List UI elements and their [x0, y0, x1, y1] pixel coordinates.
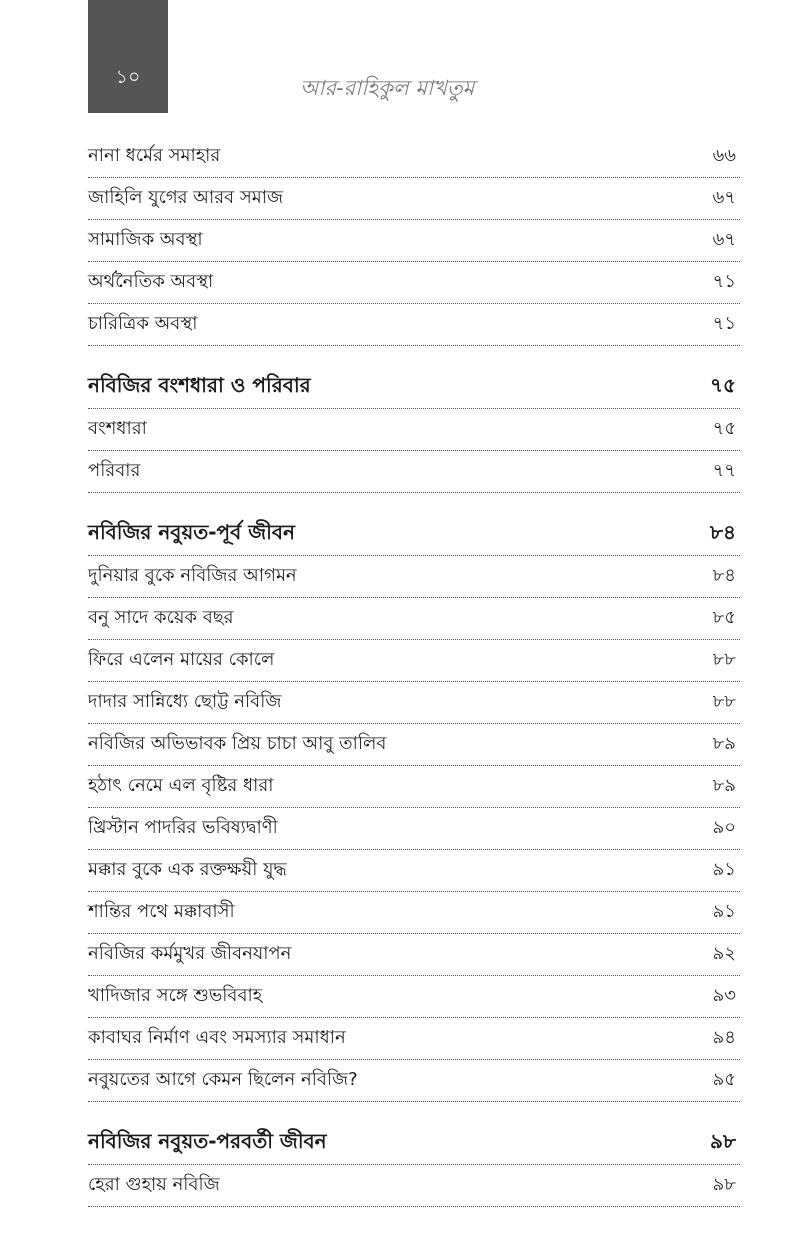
toc-page-number: ৯৫	[712, 1069, 736, 1090]
toc-page-number: ৬৭	[712, 187, 736, 208]
toc-title: হঠাৎ নেমে এল বৃষ্টির ধারা	[88, 775, 274, 796]
toc-entry: কাবাঘর নির্মাণ এবং সমস্যার সমাধান ৯৪	[88, 1018, 740, 1060]
toc-page-number: ৬৬	[712, 145, 736, 166]
toc-title: সামাজিক অবস্থা	[88, 229, 203, 250]
toc-entry: নবিজির অভিভাবক প্রিয় চাচা আবু তালিব ৮৯	[88, 724, 740, 766]
toc-title: নবিজির নবুয়ত-পরবর্তী জীবন	[88, 1129, 327, 1153]
toc-page-number: ৭৫	[710, 373, 736, 397]
toc-title: নবিজির বংশধারা ও পরিবার	[88, 373, 311, 397]
toc-entry: খ্রিস্টান পাদরির ভবিষ্যদ্বাণী ৯০	[88, 808, 740, 850]
toc-page-number: ৮৪	[712, 565, 736, 586]
toc-page-number: ৯৮	[710, 1129, 736, 1153]
toc-page-number: ৮৪	[710, 520, 736, 544]
toc-title: জাহিলি যুগের আরব সমাজ	[88, 187, 284, 208]
toc-page-number: ৭৭	[712, 460, 736, 481]
toc-page-number: ৯১	[712, 901, 736, 922]
toc-page-number: ৭১	[712, 313, 736, 334]
table-of-contents: নানা ধর্মের সমাহার ৬৬ জাহিলি যুগের আরব সমা…	[88, 136, 740, 1207]
toc-title: হেরা গুহায় নবিজি	[88, 1174, 220, 1195]
toc-title: নবিজির কর্মমুখর জীবনযাপন	[88, 943, 292, 964]
toc-entry: হেরা গুহায় নবিজি ৯৮	[88, 1165, 740, 1207]
toc-entry: পরিবার ৭৭	[88, 451, 740, 493]
toc-title: নবিজির অভিভাবক প্রিয় চাচা আবু তালিব	[88, 733, 387, 754]
toc-entry: নবুয়তের আগে কেমন ছিলেন নবিজি? ৯৫	[88, 1060, 740, 1102]
toc-section-heading: নবিজির নবুয়ত-পূর্ব জীবন ৮৪	[88, 514, 740, 556]
running-title: আর-রাহিকুল মাখতুম	[300, 76, 475, 100]
toc-title: অর্থনৈতিক অবস্থা	[88, 271, 214, 292]
toc-entry: সামাজিক অবস্থা ৬৭	[88, 220, 740, 262]
toc-title: কাবাঘর নির্মাণ এবং সমস্যার সমাধান	[88, 1027, 346, 1048]
toc-entry: দুনিয়ার বুকে নবিজির আগমন ৮৪	[88, 556, 740, 598]
toc-entry: হঠাৎ নেমে এল বৃষ্টির ধারা ৮৯	[88, 766, 740, 808]
toc-entry: বনু সাদে কয়েক বছর ৮৫	[88, 598, 740, 640]
toc-entry: ফিরে এলেন মায়ের কোলে ৮৮	[88, 640, 740, 682]
toc-entry: বংশধারা ৭৫	[88, 409, 740, 451]
toc-page-number: ৭৫	[712, 418, 736, 439]
toc-title: খাদিজার সঙ্গে শুভবিবাহ	[88, 985, 263, 1006]
toc-entry: অর্থনৈতিক অবস্থা ৭১	[88, 262, 740, 304]
toc-page-number: ৯৪	[712, 1027, 736, 1048]
toc-entry: নবিজির কর্মমুখর জীবনযাপন ৯২	[88, 934, 740, 976]
toc-entry: নানা ধর্মের সমাহার ৬৬	[88, 136, 740, 178]
toc-title: নানা ধর্মের সমাহার	[88, 145, 221, 166]
toc-title: বংশধারা	[88, 418, 147, 439]
toc-page-number: ৬৭	[712, 229, 736, 250]
toc-title: শান্তির পথে মক্কাবাসী	[88, 901, 235, 922]
toc-entry: দাদার সান্নিধ্যে ছোট্ট নবিজি ৮৮	[88, 682, 740, 724]
toc-page-number: ৮৯	[712, 775, 736, 796]
toc-section-heading: নবিজির নবুয়ত-পরবর্তী জীবন ৯৮	[88, 1123, 740, 1165]
toc-page-number: ৮৮	[712, 691, 736, 712]
toc-title: নবিজির নবুয়ত-পূর্ব জীবন	[88, 520, 295, 544]
toc-page-number: ৯৩	[712, 985, 736, 1006]
toc-title: পরিবার	[88, 460, 141, 481]
toc-page-number: ৯০	[712, 817, 736, 838]
toc-entry: মক্কার বুকে এক রক্তক্ষয়ী যুদ্ধ ৯১	[88, 850, 740, 892]
toc-title: দুনিয়ার বুকে নবিজির আগমন	[88, 565, 297, 586]
toc-page-number: ৭১	[712, 271, 736, 292]
toc-page-number: ৮৫	[712, 607, 736, 628]
toc-title: মক্কার বুকে এক রক্তক্ষয়ী যুদ্ধ	[88, 859, 287, 880]
toc-page-number: ৮৮	[712, 649, 736, 670]
toc-section-heading: নবিজির বংশধারা ও পরিবার ৭৫	[88, 367, 740, 409]
toc-entry: খাদিজার সঙ্গে শুভবিবাহ ৯৩	[88, 976, 740, 1018]
toc-title: বনু সাদে কয়েক বছর	[88, 607, 234, 628]
toc-title: ফিরে এলেন মায়ের কোলে	[88, 649, 275, 670]
toc-page-number: ৯১	[712, 859, 736, 880]
toc-title: নবুয়তের আগে কেমন ছিলেন নবিজি?	[88, 1069, 358, 1090]
page-number-box: ১০	[88, 0, 168, 113]
toc-title: দাদার সান্নিধ্যে ছোট্ট নবিজি	[88, 691, 282, 712]
toc-page-number: ৯৮	[712, 1174, 736, 1195]
toc-page-number: ৯২	[712, 943, 736, 964]
toc-entry: চারিত্রিক অবস্থা ৭১	[88, 304, 740, 346]
toc-title: চারিত্রিক অবস্থা	[88, 313, 198, 334]
toc-entry: জাহিলি যুগের আরব সমাজ ৬৭	[88, 178, 740, 220]
toc-title: খ্রিস্টান পাদরির ভবিষ্যদ্বাণী	[88, 817, 278, 838]
toc-entry: শান্তির পথে মক্কাবাসী ৯১	[88, 892, 740, 934]
toc-page-number: ৮৯	[712, 733, 736, 754]
page-number: ১০	[115, 66, 141, 88]
